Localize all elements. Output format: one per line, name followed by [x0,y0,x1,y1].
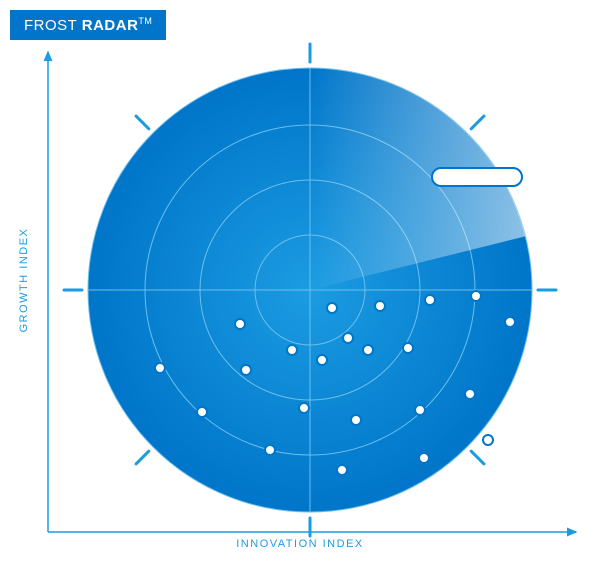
data-dot [465,389,475,399]
data-dot [483,435,493,445]
data-dot [471,291,481,301]
data-dot [337,465,347,475]
data-dot [155,363,165,373]
data-dot [197,407,207,417]
data-dot [241,365,251,375]
data-dot [351,415,361,425]
data-dot [299,403,309,413]
data-dot [317,355,327,365]
data-dot [287,345,297,355]
data-dot [415,405,425,415]
data-dot [505,317,515,327]
data-dot [327,303,337,313]
data-dot [403,343,413,353]
data-dot [375,301,385,311]
data-dot [265,445,275,455]
data-dot [235,319,245,329]
data-dot [425,295,435,305]
radar-chart [0,0,600,564]
data-dot [419,453,429,463]
data-dot [363,345,373,355]
callout-pill [432,168,522,186]
data-dot [343,333,353,343]
